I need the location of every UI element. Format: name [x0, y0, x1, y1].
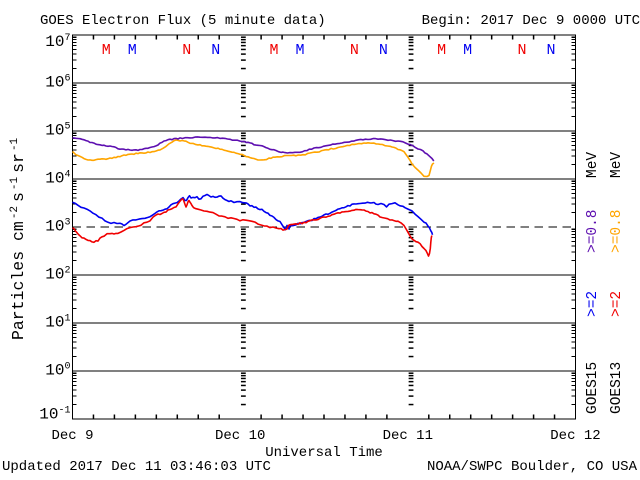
svg-text:N: N	[546, 42, 555, 59]
svg-text:M: M	[463, 42, 472, 59]
svg-text:>=2: >=2	[609, 291, 625, 317]
svg-text:104: 104	[45, 169, 70, 187]
svg-text:>=0.8: >=0.8	[609, 209, 625, 253]
svg-text:101: 101	[45, 313, 70, 331]
svg-text:N: N	[350, 42, 359, 59]
svg-text:N: N	[211, 42, 220, 59]
svg-text:NOAA/SWPC Boulder, CO USA: NOAA/SWPC Boulder, CO USA	[427, 459, 638, 475]
svg-text:N: N	[379, 42, 388, 59]
svg-text:MeV: MeV	[609, 152, 625, 178]
svg-text:106: 106	[45, 73, 70, 91]
svg-text:GOES Electron Flux (5 minute d: GOES Electron Flux (5 minute data)	[40, 13, 326, 29]
svg-text:Universal Time: Universal Time	[265, 445, 383, 461]
svg-text:>=2: >=2	[585, 291, 601, 317]
svg-text:Dec 11: Dec 11	[383, 428, 433, 444]
svg-text:Dec 10: Dec 10	[215, 428, 265, 444]
svg-text:Updated 2017 Dec 11 03:46:03 U: Updated 2017 Dec 11 03:46:03 UTC	[2, 459, 271, 475]
svg-text:M: M	[269, 42, 278, 59]
svg-text:N: N	[517, 42, 526, 59]
svg-text:>=0.8: >=0.8	[585, 209, 601, 253]
svg-text:M: M	[437, 42, 446, 59]
svg-text:Particles cm-2s-1sr-1: Particles cm-2s-1sr-1	[9, 137, 28, 340]
svg-text:100: 100	[45, 361, 70, 379]
svg-text:102: 102	[45, 265, 70, 283]
svg-text:N: N	[182, 42, 191, 59]
svg-text:M: M	[295, 42, 304, 59]
svg-text:107: 107	[45, 33, 70, 51]
svg-text:M: M	[102, 42, 111, 59]
svg-text:GOES15: GOES15	[585, 362, 601, 414]
svg-text:M: M	[128, 42, 137, 59]
svg-text:GOES13: GOES13	[609, 362, 625, 414]
svg-text:105: 105	[45, 121, 70, 139]
svg-text:103: 103	[45, 217, 70, 235]
svg-text:MeV: MeV	[585, 152, 601, 178]
svg-text:Dec 9: Dec 9	[51, 428, 93, 444]
svg-text:Dec 12: Dec 12	[550, 428, 600, 444]
svg-text:Begin: 2017 Dec 9 0000 UTC: Begin: 2017 Dec 9 0000 UTC	[422, 13, 640, 29]
